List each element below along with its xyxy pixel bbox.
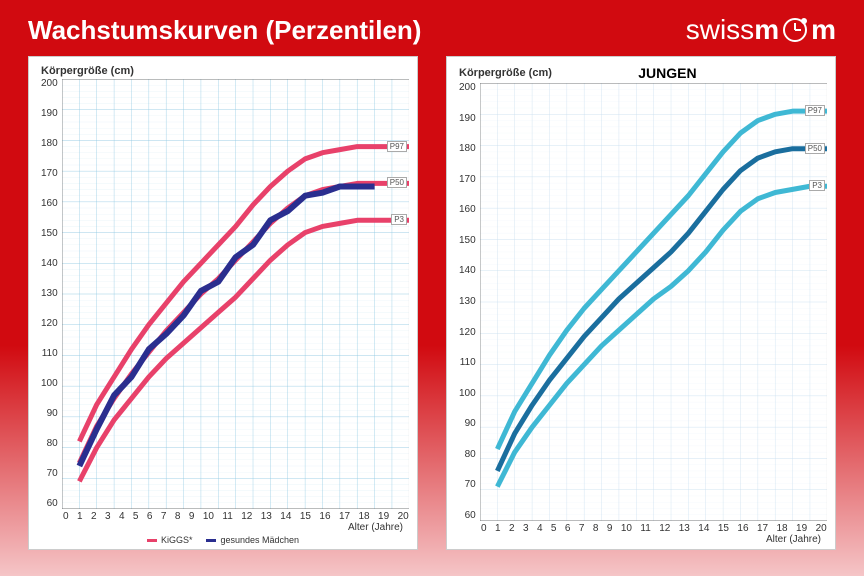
plot-boys: P97 P50 P3 xyxy=(480,83,827,521)
p97-label: P97 xyxy=(387,141,407,152)
y-axis-title: Körpergröße (cm) xyxy=(41,65,134,77)
y-axis-title: Körpergröße (cm) xyxy=(459,67,552,79)
panel-girls: Körpergröße (cm) 20019018017016015014013… xyxy=(28,56,418,550)
header: Wachstumskurven (Perzentilen) swiss m m xyxy=(0,0,864,56)
logo-text-2: m xyxy=(754,14,779,46)
x-axis-boys: 01234567891011121314151617181920 xyxy=(481,521,827,534)
logo-text-3: m xyxy=(811,14,836,46)
p3-label: P3 xyxy=(809,180,825,191)
chart-svg-boys xyxy=(480,83,827,521)
y-axis-girls: 2001901801701601501401301201101009080706… xyxy=(37,79,62,509)
p3-label: P3 xyxy=(391,214,407,225)
x-axis-title: Alter (Jahre) xyxy=(455,534,827,545)
p97-label: P97 xyxy=(805,105,825,116)
chart-svg-girls xyxy=(62,79,409,509)
boys-title: JUNGEN xyxy=(552,65,783,81)
legend-girls: KiGGS*gesundes Mädchen xyxy=(37,533,409,545)
y-axis-boys: 2001901801701601501401301201101009080706… xyxy=(455,83,480,521)
plot-girls: P97 P50 P3 xyxy=(62,79,409,509)
logo: swiss m m xyxy=(686,14,836,46)
x-axis-title: Alter (Jahre) xyxy=(37,522,409,533)
p50-label: P50 xyxy=(805,143,825,154)
logo-text-1: swiss xyxy=(686,14,754,46)
p50-label: P50 xyxy=(387,177,407,188)
panels: Körpergröße (cm) 20019018017016015014013… xyxy=(0,56,864,570)
panel-boys: Körpergröße (cm) JUNGEN 2001901801701601… xyxy=(446,56,836,550)
clock-icon xyxy=(781,16,809,44)
page-title: Wachstumskurven (Perzentilen) xyxy=(28,15,421,46)
x-axis-girls: 01234567891011121314151617181920 xyxy=(63,509,409,522)
